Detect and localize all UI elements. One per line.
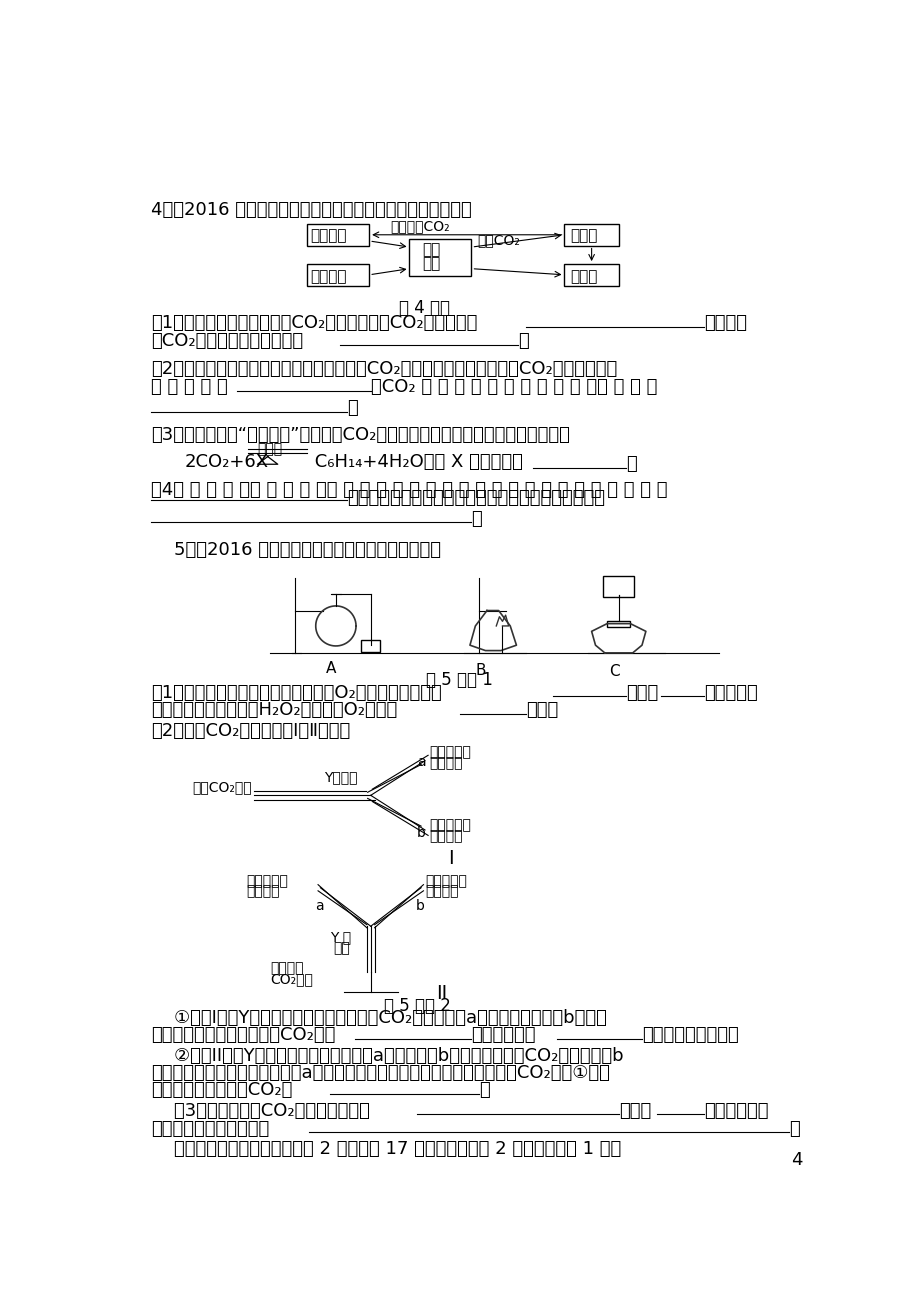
Text: 的CO₂含量增多导致的后果是: 的CO₂含量增多导致的后果是 <box>151 332 302 350</box>
Text: 管中试纸先变红色且颜色较深，a管中试纸后变红色且颜色较浅，此现象说明CO₂具有①所验: 管中试纸先变红色且颜色较深，a管中试纸后变红色且颜色较浅，此现象说明CO₂具有①… <box>151 1064 609 1082</box>
Text: 生物燃料: 生物燃料 <box>310 229 346 243</box>
Text: 干燥的紫色: 干燥的紫色 <box>428 819 471 832</box>
Text: 湿润的紫色: 湿润的紫色 <box>246 874 289 888</box>
Text: 反应，生成的: 反应，生成的 <box>471 1026 536 1044</box>
Text: II: II <box>437 984 448 1003</box>
Text: 4: 4 <box>790 1151 802 1169</box>
Text: 置，选择该装置的理由是: 置，选择该装置的理由是 <box>151 1120 268 1138</box>
Text: 释放CO₂: 释放CO₂ <box>477 233 520 247</box>
Text: ，可选: ，可选 <box>626 684 658 702</box>
Text: 装置。: 装置。 <box>525 702 558 720</box>
Text: 。应选: 。应选 <box>618 1101 651 1120</box>
Text: 。: 。 <box>626 454 637 473</box>
Text: 。: 。 <box>789 1120 800 1138</box>
Text: CO₂气体: CO₂气体 <box>269 973 312 987</box>
Text: 第 4 题图: 第 4 题图 <box>399 299 450 318</box>
Text: 石蕊试纸: 石蕊试纸 <box>428 829 462 844</box>
Text: 下同）装置。若用分解H₂O₂溶液制取O₂，可选: 下同）装置。若用分解H₂O₂溶液制取O₂，可选 <box>151 702 396 720</box>
Text: 催化剑: 催化剑 <box>256 443 281 457</box>
Text: 。: 。 <box>479 1081 490 1099</box>
Text: ；结合图中信息，从碳循环角度说出生物燃料的优点有: ；结合图中信息，从碳循环角度说出生物燃料的优点有 <box>347 488 605 506</box>
Text: 使紫色石蕊变红色。: 使紫色石蕊变红色。 <box>641 1026 738 1044</box>
Text: 2CO₂+6X: 2CO₂+6X <box>185 453 268 471</box>
Text: Y形导管: Y形导管 <box>323 771 357 785</box>
Text: （填字母）装: （填字母）装 <box>703 1101 767 1120</box>
Text: 缓缓通入: 缓缓通入 <box>269 961 303 975</box>
Text: 通入CO₂气体: 通入CO₂气体 <box>192 780 252 794</box>
Bar <box>307 264 369 285</box>
Bar <box>603 575 633 598</box>
Text: a: a <box>417 755 425 769</box>
Text: 植物吸收CO₂: 植物吸收CO₂ <box>390 219 449 233</box>
Text: （3）科学家采取“组合转化”技术，将CO₂转化为化工原料，其反应的化学方程式：: （3）科学家采取“组合转化”技术，将CO₂转化为化工原料，其反应的化学方程式： <box>151 426 569 444</box>
Text: 第 5 题图 2: 第 5 题图 2 <box>383 997 450 1016</box>
Text: B: B <box>475 663 485 678</box>
Text: ，空气中: ，空气中 <box>703 314 746 332</box>
Text: 石蕊试纸: 石蕊试纸 <box>428 756 462 769</box>
Text: 导管: 导管 <box>334 941 350 956</box>
Text: （4） 生 物 燃 料（ 如 酒 精 ）可 来 源 于 植 物 体 ， 写 出 酒 精 燃 烧 的 化 学 方 程 式 ：: （4） 生 物 燃 料（ 如 酒 精 ）可 来 源 于 植 物 体 ， 写 出 … <box>151 482 666 499</box>
Text: 。: 。 <box>471 510 482 529</box>
Text: （填字母，: （填字母， <box>703 684 757 702</box>
Text: b: b <box>417 827 425 840</box>
Text: （1）除了燃料燃烧释放大量CO₂外，常见释放CO₂的途径还有: （1）除了燃料燃烧释放大量CO₂外，常见释放CO₂的途径还有 <box>151 314 477 332</box>
Text: 石蕊试纸: 石蕊试纸 <box>246 884 280 898</box>
Text: I: I <box>448 849 453 868</box>
Text: Y 形: Y 形 <box>330 930 351 944</box>
Text: 四、实验与探究题（本大题共 2 小题，共 17 分。化学方程式 2 分，其余每空 1 分）: 四、实验与探究题（本大题共 2 小题，共 17 分。化学方程式 2 分，其余每空… <box>151 1141 620 1159</box>
Text: （2）利用海水进行碳储存，可以缓解空气中CO₂过多的问题。写出水吸收CO₂发生反应的化: （2）利用海水进行碳储存，可以缓解空气中CO₂过多的问题。写出水吸收CO₂发生反… <box>151 361 617 379</box>
Bar <box>564 264 618 285</box>
Text: 化石燃料: 化石燃料 <box>310 268 346 284</box>
Text: C: C <box>608 664 619 680</box>
Bar <box>307 224 369 246</box>
Text: 第 5 题图 1: 第 5 题图 1 <box>426 671 493 689</box>
Bar <box>409 240 471 276</box>
Text: 湿润的紫色: 湿润的紫色 <box>428 745 471 759</box>
Text: 4．（2016 厦门）如图是燃料在使用过程中的碳循环示意图。: 4．（2016 厦门）如图是燃料在使用过程中的碳循环示意图。 <box>151 201 471 219</box>
Text: 纸无明显变化，此现象说明CO₂能与: 纸无明显变化，此现象说明CO₂能与 <box>151 1026 335 1044</box>
Text: 燃烧: 燃烧 <box>422 256 439 271</box>
Text: 空气中: 空气中 <box>570 229 597 243</box>
Text: 海洋中: 海洋中 <box>570 268 597 284</box>
Text: 。: 。 <box>347 398 357 417</box>
Text: 石蕊试纸: 石蕊试纸 <box>425 884 458 898</box>
Text: 应用: 应用 <box>422 242 439 258</box>
Bar <box>564 224 618 246</box>
Text: A: A <box>325 660 335 676</box>
Text: 。: 。 <box>517 332 528 350</box>
Text: b: b <box>415 900 424 913</box>
Bar <box>607 621 630 628</box>
Text: ②装置II，将Y形导管固定在铁架台上，a管在上方，b管在下方，通入CO₂后，观察到b: ②装置II，将Y形导管固定在铁架台上，a管在上方，b管在下方，通入CO₂后，观察… <box>151 1047 622 1065</box>
Text: a: a <box>314 900 323 913</box>
Text: 湿润的紫色: 湿润的紫色 <box>425 874 466 888</box>
Text: ①装置I，将Y形导管平放于桌面上，通入CO₂后，观察到a管中试纸变红色，b管中试: ①装置I，将Y形导管平放于桌面上，通入CO₂后，观察到a管中试纸变红色，b管中试 <box>151 1009 606 1027</box>
Text: 学 方 程 式 ：: 学 方 程 式 ： <box>151 378 227 396</box>
Text: C₆H₁₄+4H₂O，则 X 的化学式为: C₆H₁₄+4H₂O，则 X 的化学式为 <box>309 453 522 471</box>
Text: （3）实验室制取CO₂的化学方程式为: （3）实验室制取CO₂的化学方程式为 <box>151 1101 369 1120</box>
Text: 证的性质外，还说明CO₂的: 证的性质外，还说明CO₂的 <box>151 1081 291 1099</box>
Text: （1）实验室若用分解暗紫色固体制取O₂，该固体的名称是: （1）实验室若用分解暗紫色固体制取O₂，该固体的名称是 <box>151 684 441 702</box>
Text: ；CO₂ 可 较 长 时 间 存 在 于 深 海 ，其 原 因 是: ；CO₂ 可 较 长 时 间 存 在 于 深 海 ，其 原 因 是 <box>370 378 656 396</box>
Text: 5．（2016 钒州节选）结合下列实验装置，回答：: 5．（2016 钒州节选）结合下列实验装置，回答： <box>151 542 440 560</box>
Text: （2）探究CO₂性质的装置I、Ⅱ如下：: （2）探究CO₂性质的装置I、Ⅱ如下： <box>151 723 349 741</box>
Bar <box>361 639 380 652</box>
